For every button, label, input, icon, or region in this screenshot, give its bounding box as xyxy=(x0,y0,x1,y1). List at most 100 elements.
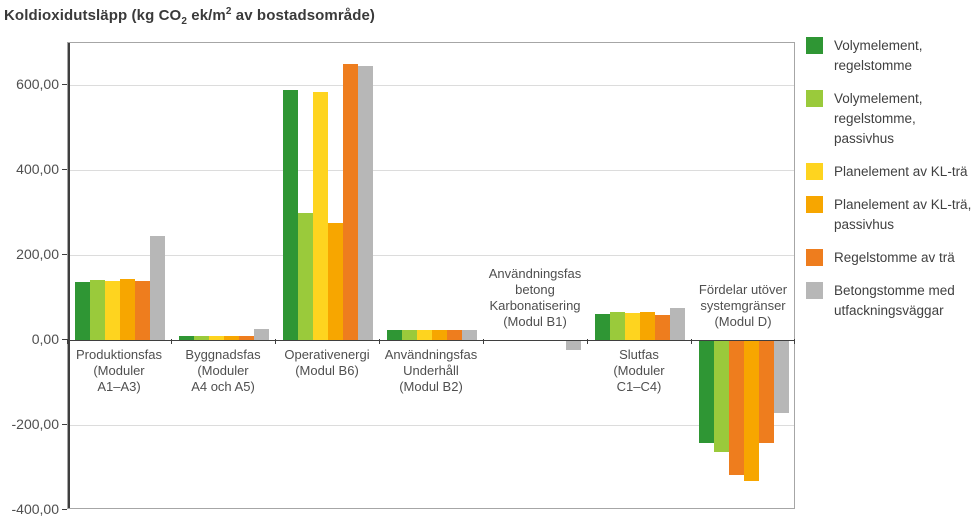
y-axis-tick-mark xyxy=(62,254,67,256)
legend-label-line: Volymelement, xyxy=(834,91,923,106)
legend-label-line: regelstomme xyxy=(834,58,913,73)
y-axis-line xyxy=(68,43,70,508)
category-label-line: systemgränser xyxy=(700,298,786,314)
x-axis-tick-mark xyxy=(691,339,692,345)
legend-swatch-icon xyxy=(806,196,823,213)
y-axis-tick-label: -200,00 xyxy=(11,416,59,433)
y-axis-tick-mark xyxy=(62,339,67,341)
bar-3-series-0 xyxy=(387,329,402,341)
category-label-line: Slutfas xyxy=(619,347,659,363)
chart-title-subscript: 2 xyxy=(181,16,187,27)
chart-legend: Volymelement, regelstomme Volymelement, reg… xyxy=(806,36,978,321)
legend-swatch-icon xyxy=(806,282,823,299)
y-axis-tick-mark xyxy=(62,509,67,510)
bar-2-series-0 xyxy=(283,89,298,341)
category-label: Slutfas (Moduler C1–C4) xyxy=(583,347,695,395)
bar-2-series-4 xyxy=(343,64,358,341)
x-axis-tick-mark xyxy=(67,339,68,345)
category-label-line: Fördelar utöver xyxy=(698,282,788,298)
category-label: Byggnadsfas (Moduler A4 och A5) xyxy=(167,347,279,395)
category-label: Användningsfas betong Karbonatisering (Modu… xyxy=(479,266,591,330)
category-label-line: (Moduler xyxy=(93,363,145,379)
bar-1-series-2 xyxy=(209,336,224,341)
category-label-line: Operativenergi xyxy=(284,347,370,363)
bar-3-series-3 xyxy=(432,329,447,341)
legend-swatch-icon xyxy=(806,37,823,54)
bar-3-series-5 xyxy=(462,329,477,341)
bar-1-series-4 xyxy=(239,335,254,341)
category-label-line: Produktionsfas xyxy=(76,347,162,363)
legend-swatch-icon xyxy=(806,249,823,266)
category-label-line: (Moduler xyxy=(613,363,665,379)
legend-label-line: Regelstomme av trä xyxy=(834,250,955,265)
bar-5-series-4 xyxy=(655,314,670,341)
category-label-line: Byggnadsfas xyxy=(185,347,261,363)
category-label-line: Underhåll xyxy=(403,363,459,379)
bar-0-series-5 xyxy=(150,236,165,341)
gridline-y-400 xyxy=(68,170,794,172)
category-label-line: A4 och A5) xyxy=(191,379,255,395)
y-axis-tick-label: 600,00 xyxy=(16,76,59,93)
bar-0-series-3 xyxy=(120,278,135,341)
legend-label-line: passivhus xyxy=(834,217,895,232)
legend-item-1: Volymelement, regelstomme, passivhus xyxy=(806,89,978,149)
bar-0-series-2 xyxy=(105,280,120,341)
category-label: Operativenergi (Modul B6) xyxy=(271,347,383,379)
legend-label: Betongstomme med utfackningsväggar xyxy=(834,281,955,321)
x-axis-tick-mark xyxy=(171,339,172,345)
category-label-line: (Modul B1) xyxy=(503,314,567,330)
category-label: Användningsfas Underhåll (Modul B2) xyxy=(375,347,487,395)
bar-6-series-3 xyxy=(744,341,759,482)
bar-2-series-3 xyxy=(328,223,343,341)
y-axis-tick-label: -400,00 xyxy=(11,501,59,517)
category-label: Produktionsfas (Moduler A1–A3) xyxy=(63,347,175,395)
bar-0-series-0 xyxy=(75,281,90,341)
category-label-line: A1–A3) xyxy=(97,379,141,395)
category-label-line: (Modul B6) xyxy=(295,363,359,379)
y-axis-tick-mark xyxy=(62,424,67,426)
bar-2-series-5 xyxy=(358,66,373,341)
legend-item-5: Betongstomme med utfackningsväggar xyxy=(806,281,978,321)
bar-1-series-5 xyxy=(254,328,269,341)
category-label-line: (Moduler xyxy=(197,363,249,379)
bar-2-series-2 xyxy=(313,91,328,341)
x-axis-zero-line xyxy=(68,339,794,342)
legend-label-line: regelstomme, xyxy=(834,111,916,126)
x-axis-tick-mark xyxy=(483,339,484,345)
chart-title-text: Koldioxidutsläpp (kg CO xyxy=(4,7,182,24)
legend-item-0: Volymelement, regelstomme xyxy=(806,36,978,76)
bar-1-series-1 xyxy=(194,336,209,341)
legend-item-3: Planelement av KL-trä, passivhus xyxy=(806,195,978,235)
bar-3-series-4 xyxy=(447,329,462,341)
legend-swatch-icon xyxy=(806,90,823,107)
x-axis-tick-mark xyxy=(275,339,276,345)
gridline-y-600 xyxy=(68,85,794,87)
gridline-y-200 xyxy=(68,255,794,257)
category-label: Fördelar utöver systemgränser (Modul D) xyxy=(687,282,799,330)
bar-5-series-0 xyxy=(595,313,610,341)
legend-label: Volymelement, regelstomme, passivhus xyxy=(834,89,923,149)
category-label-line: Användningsfas xyxy=(488,266,582,282)
bar-0-series-1 xyxy=(90,279,105,341)
bar-5-series-2 xyxy=(625,312,640,341)
legend-label-line: Betongstomme med xyxy=(834,283,955,298)
legend-label-line: Planelement av KL-trä, xyxy=(834,197,972,212)
bar-3-series-2 xyxy=(417,329,432,341)
category-label-line: (Modul D) xyxy=(714,314,772,330)
bar-1-series-3 xyxy=(224,336,239,341)
legend-label: Planelement av KL-trä xyxy=(834,162,968,182)
legend-label-line: Volymelement, xyxy=(834,38,923,53)
category-label-line: Användningsfas xyxy=(384,347,478,363)
bar-6-series-2 xyxy=(729,341,744,475)
plot-area xyxy=(67,42,795,509)
category-label-line: C1–C4) xyxy=(616,379,662,395)
y-axis-tick-mark xyxy=(62,169,67,171)
legend-swatch-icon xyxy=(806,163,823,180)
y-axis-tick-mark xyxy=(62,84,67,86)
bar-2-series-1 xyxy=(298,212,313,341)
bar-5-series-1 xyxy=(610,312,625,341)
legend-label-line: Planelement av KL-trä xyxy=(834,164,968,179)
category-label-line: (Modul B2) xyxy=(399,379,463,395)
bar-5-series-3 xyxy=(640,312,655,341)
bar-0-series-4 xyxy=(135,281,150,341)
